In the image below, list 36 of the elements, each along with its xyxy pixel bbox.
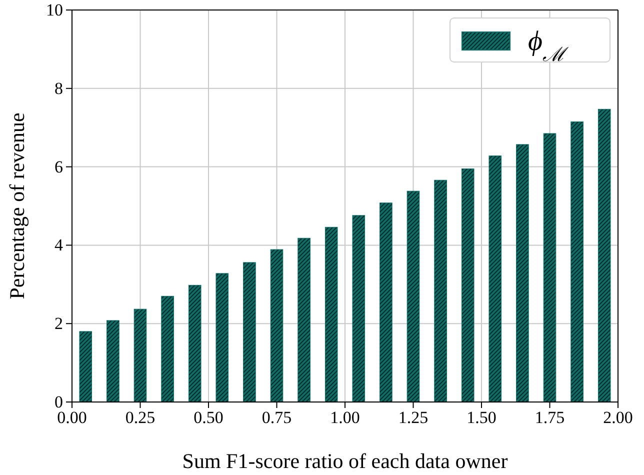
bar [243, 262, 256, 402]
bar [216, 273, 229, 402]
legend-label: ϕ$_{ℳ}$ [528, 26, 570, 66]
bar [134, 308, 147, 402]
bar [543, 133, 556, 402]
bar [516, 144, 529, 402]
bar [324, 226, 338, 402]
y-axis-title: Percentage of revenue [5, 112, 29, 300]
bar [79, 331, 92, 402]
x-tick-label: 0.75 [262, 408, 292, 428]
x-tick-label: 2.00 [603, 408, 633, 428]
y-tick-label: 8 [54, 78, 63, 98]
x-tick-label: 1.25 [398, 408, 428, 428]
bar [188, 284, 202, 402]
y-tick-label: 10 [46, 0, 63, 20]
bar [570, 121, 584, 402]
bar [380, 202, 392, 402]
bar [598, 108, 611, 402]
bar [461, 168, 474, 402]
x-tick-label: 1.75 [534, 408, 565, 428]
bar [298, 238, 310, 402]
y-tick-label: 6 [54, 157, 63, 176]
bar [161, 296, 174, 402]
y-tick-label: 2 [54, 314, 63, 334]
bar [406, 190, 420, 402]
x-axis-title: Sum F1-score ratio of each data owner [182, 449, 508, 473]
bar [270, 249, 284, 402]
bar [434, 180, 447, 402]
bar [488, 156, 502, 402]
bar [106, 320, 120, 402]
x-tick-label: 0.50 [194, 408, 224, 428]
y-tick-label: 4 [54, 236, 64, 255]
x-tick-label: 0.25 [125, 408, 156, 428]
x-tick-label: 1.50 [466, 408, 496, 428]
bar [352, 215, 366, 402]
x-tick-label: 1.00 [330, 408, 360, 428]
